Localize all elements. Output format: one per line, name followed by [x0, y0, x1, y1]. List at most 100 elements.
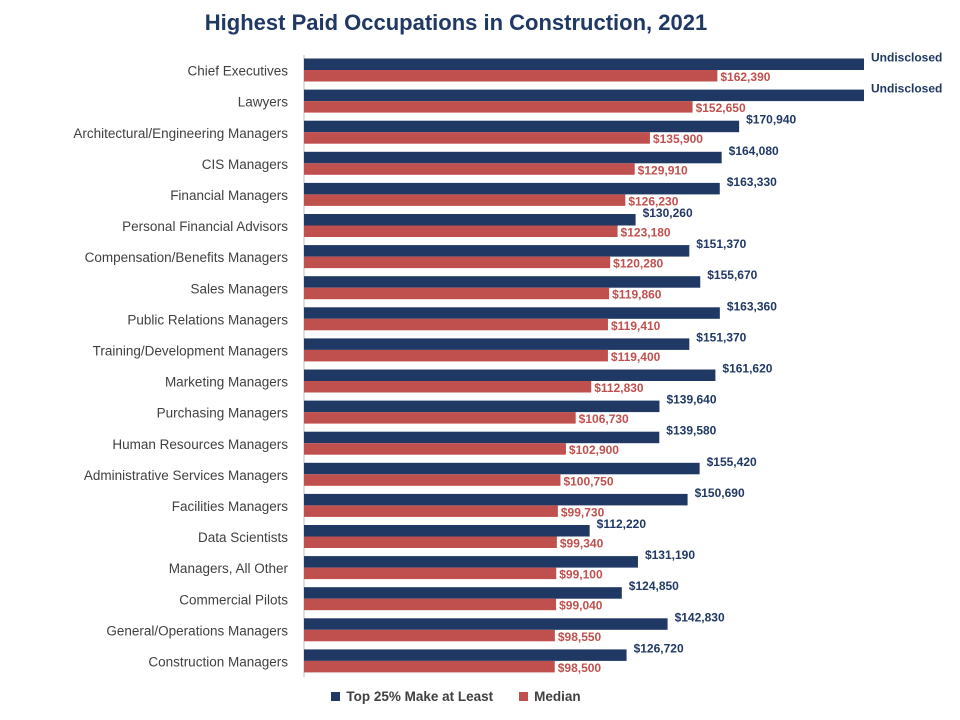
bar-median: [304, 225, 618, 237]
bar-median: [304, 194, 626, 206]
bar-top25: [304, 89, 865, 102]
category-label: Commercial Pilots: [179, 592, 288, 607]
data-label-top25: $161,620: [722, 362, 772, 376]
bar-median: [304, 505, 558, 517]
bar-top25: [304, 151, 722, 164]
category-label: Architectural/Engineering Managers: [73, 126, 288, 141]
bar-top25: [304, 182, 720, 195]
legend-label-median: Median: [534, 689, 581, 704]
data-label-median: $99,100: [559, 568, 603, 582]
bar-top25: [304, 214, 636, 226]
data-label-median: $135,900: [653, 132, 703, 146]
data-label-median: $123,180: [621, 226, 671, 240]
data-label-top25: $155,420: [707, 455, 757, 469]
bar-median: [304, 412, 576, 424]
data-label-median: $126,230: [628, 194, 678, 208]
bar-median: [304, 101, 693, 113]
data-label-top25: $126,720: [634, 641, 684, 655]
data-label-top25: $124,850: [629, 579, 679, 593]
category-label: CIS Managers: [202, 157, 289, 172]
bar-top25: [304, 120, 740, 133]
bar-median: [304, 381, 592, 393]
bar-top25: [304, 245, 690, 257]
category-label: Purchasing Managers: [157, 406, 289, 421]
category-label: Personal Financial Advisors: [122, 219, 288, 234]
legend-swatch-top25: [331, 692, 341, 701]
data-label-top25: $163,330: [727, 175, 777, 189]
legend-label-top25: Top 25% Make at Least: [346, 689, 494, 704]
bar-top25: [304, 556, 638, 568]
bar-top25: [304, 525, 590, 537]
data-label-median: $162,390: [720, 70, 770, 84]
bar-top25: [304, 400, 660, 413]
legend-item-top25: Top 25% Make at Least: [331, 689, 493, 704]
data-label-median: $112,830: [594, 381, 644, 395]
data-label-median: $98,550: [558, 630, 602, 644]
data-label-median: $99,040: [559, 599, 603, 613]
bar-median: [304, 70, 718, 82]
data-label-top25: $163,360: [727, 299, 777, 313]
category-label: Public Relations Managers: [127, 312, 288, 327]
data-label-median: $119,410: [611, 319, 661, 333]
bar-median: [304, 163, 635, 175]
category-label: General/Operations Managers: [106, 623, 288, 638]
category-label: Sales Managers: [190, 281, 288, 296]
category-label: Managers, All Other: [169, 561, 289, 576]
bar-top25: [304, 618, 668, 630]
category-label: Human Resources Managers: [112, 437, 288, 452]
chart-title: Highest Paid Occupations in Construction…: [204, 10, 708, 35]
bar-median: [304, 536, 557, 548]
data-label-top25: $155,670: [707, 268, 757, 282]
data-label-median: $99,730: [561, 505, 605, 519]
bar-median: [304, 474, 561, 486]
data-label-top25: $142,830: [675, 610, 725, 624]
bar-median: [304, 567, 557, 580]
bar-top25: [304, 307, 720, 319]
data-label-top25: Undisclosed: [871, 51, 942, 65]
bar-top25: [304, 369, 716, 381]
data-label-median: $98,500: [558, 661, 602, 675]
bar-median: [304, 443, 566, 455]
bar-top25: [304, 276, 701, 288]
category-label: Facilities Managers: [172, 499, 289, 514]
category-label: Construction Managers: [148, 654, 288, 669]
category-label: Compensation/Benefits Managers: [85, 250, 289, 265]
data-label-top25: $112,220: [597, 517, 647, 531]
bar-median: [304, 598, 557, 611]
data-label-median: $119,400: [611, 350, 661, 364]
bar-top25: [304, 587, 622, 599]
bar-median: [304, 349, 608, 362]
bar-top25: [304, 493, 688, 506]
data-label-top25: $151,370: [696, 330, 746, 344]
data-label-median: $106,730: [579, 412, 629, 426]
bar-median: [304, 629, 555, 642]
category-label: Chief Executives: [187, 64, 288, 79]
data-label-median: $152,650: [696, 101, 746, 115]
category-label: Lawyers: [238, 95, 289, 110]
bar-top25: [304, 338, 690, 350]
category-label: Financial Managers: [170, 188, 288, 203]
legend-item-median: Median: [519, 689, 581, 704]
data-label-top25: $139,580: [666, 424, 716, 438]
legend: Top 25% Make at Least Median: [0, 689, 912, 704]
legend-swatch-median: [519, 692, 529, 701]
data-label-top25: $150,690: [695, 486, 745, 500]
data-label-top25: $151,370: [696, 237, 746, 251]
data-label-top25: Undisclosed: [871, 82, 942, 96]
bar-median: [304, 132, 650, 144]
data-label-median: $99,340: [560, 537, 604, 551]
data-label-top25: $130,260: [643, 206, 693, 220]
bar-median: [304, 318, 608, 331]
bar-median: [304, 660, 555, 673]
bar-top25: [304, 649, 627, 661]
category-label: Training/Development Managers: [93, 343, 289, 358]
bar-median: [304, 256, 611, 269]
bar-top25: [304, 431, 660, 444]
data-label-median: $100,750: [563, 474, 613, 488]
category-label: Data Scientists: [198, 530, 288, 545]
data-label-top25: $131,190: [645, 548, 695, 562]
bar-median: [304, 287, 610, 300]
data-label-top25: $139,640: [666, 393, 716, 407]
category-label: Administrative Services Managers: [84, 468, 288, 483]
